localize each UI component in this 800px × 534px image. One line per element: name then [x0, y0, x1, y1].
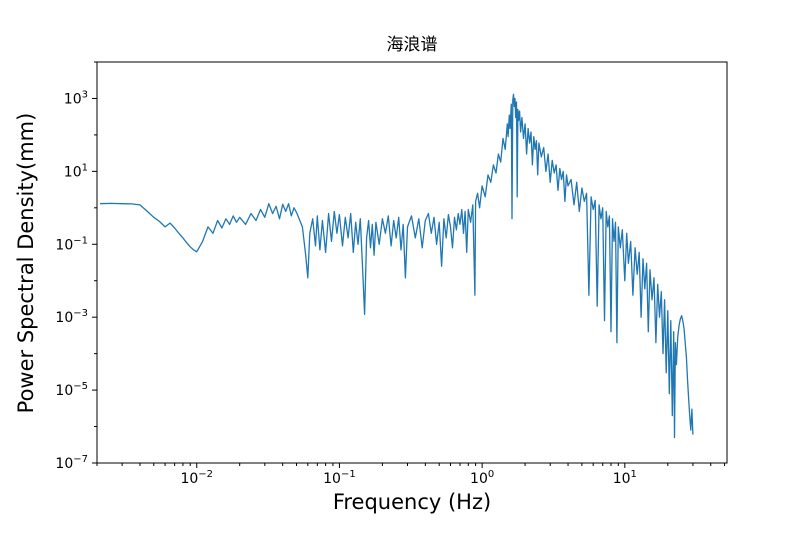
x-tick-label: 100: [470, 469, 494, 487]
y-tick-label: 103: [64, 89, 88, 107]
x-tick-label: 10−1: [323, 469, 356, 487]
tick-labels-group: 10−2 10−1 100 101 10−7 10−5 10−3 10−1 101 103: [55, 89, 637, 487]
y-tick-label: 10−7: [55, 454, 88, 472]
axis-ticks-group: [92, 61, 726, 468]
y-tick-label: 10−5: [55, 381, 88, 399]
axes-frame: [96, 61, 728, 464]
y-tick-label: 101: [64, 162, 88, 180]
y-axis-label: Power Spectral Density(mm): [14, 112, 38, 414]
psd-line: [99, 93, 694, 439]
x-axis-label: Frequency (Hz): [332, 490, 492, 514]
chart-title: 海浪谱: [386, 35, 438, 55]
x-tick-label: 10−2: [180, 469, 213, 487]
y-tick-label: 10−1: [55, 235, 88, 253]
psd-line-group: [99, 93, 694, 439]
x-tick-label: 101: [613, 469, 637, 487]
y-tick-label: 10−3: [55, 308, 88, 326]
